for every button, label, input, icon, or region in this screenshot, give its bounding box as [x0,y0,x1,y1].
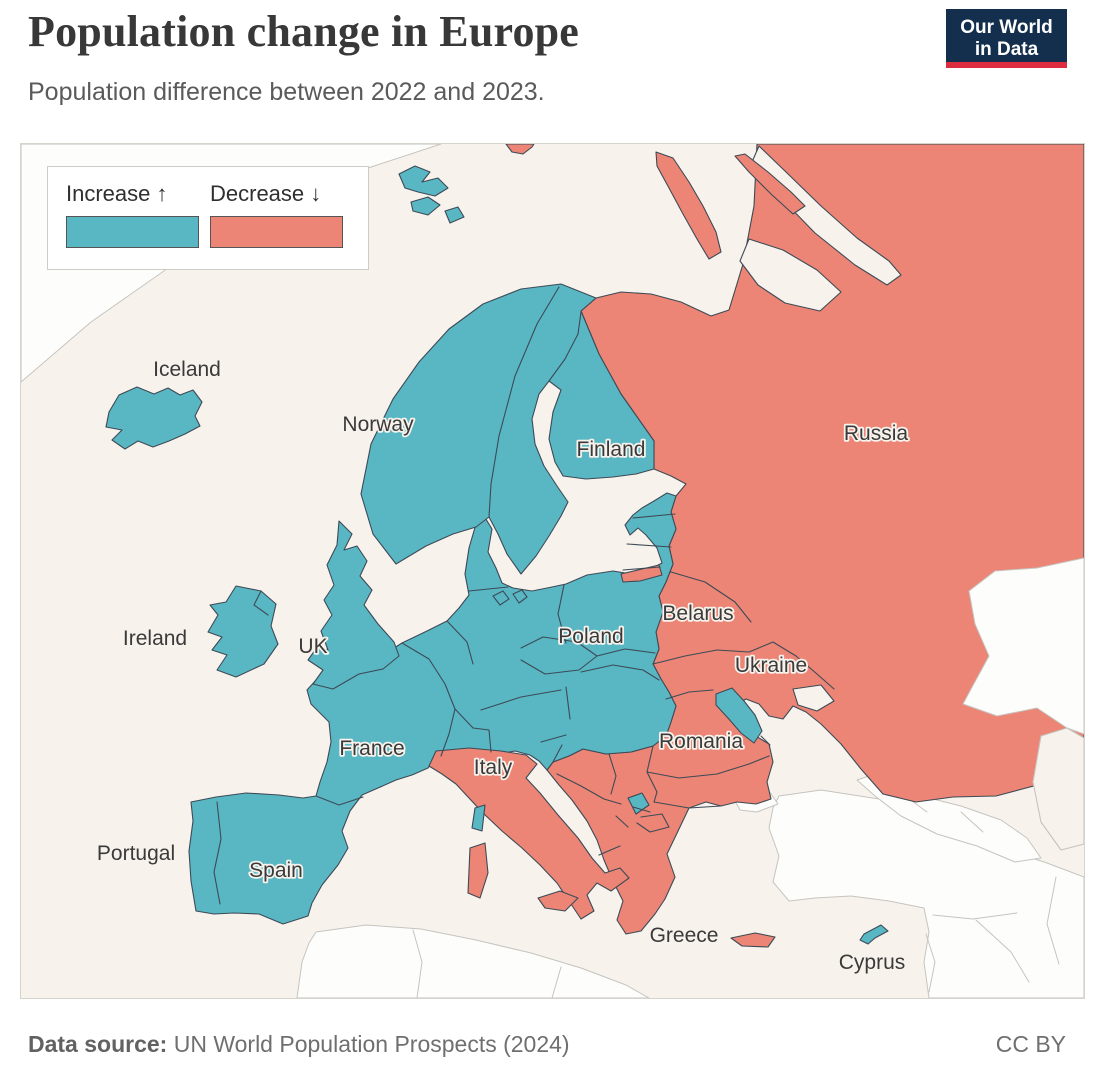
sea-of-azov [792,684,835,712]
white-sea-basin [739,238,842,312]
country-moldova[interactable] [715,687,763,744]
country-label-cyprus: Cyprus [839,951,906,974]
page-subtitle: Population difference between 2022 and 2… [28,78,545,106]
country-united-kingdom[interactable] [307,520,400,690]
island-corsica[interactable] [471,804,486,832]
legend-decrease-label: Decrease ↓ [210,181,322,206]
data-source-label: Data source: [28,1031,168,1057]
internal-borders-west [213,286,676,905]
country-label-italy: Italy [474,756,513,779]
caspian-sea [1032,727,1084,851]
legend-increase-swatch [66,216,199,248]
island-crete[interactable] [730,932,776,948]
country-iceland[interactable] [105,386,203,450]
country-label-finland: Finland [577,438,646,461]
denmark-islands[interactable] [492,589,528,606]
country-label-belarus: Belarus [662,602,733,625]
country-label-iceland: Iceland [153,358,221,381]
arrow-down-icon: ↓ [310,181,322,206]
owid-logo[interactable]: Our World in Data [946,9,1067,68]
island-novaya-zemlya-north[interactable] [734,153,806,215]
country-cyprus[interactable] [859,924,889,945]
country-label-ukraine: Ukraine [735,654,807,677]
country-label-russia: Russia [844,422,909,445]
country-montenegro[interactable] [627,792,650,815]
island-sicily[interactable] [537,890,579,912]
region-north-africa[interactable] [296,924,650,998]
internal-borders-east [556,571,835,856]
data-source-value: UN World Population Prospects (2024) [167,1031,570,1057]
country-label-poland: Poland [558,625,623,648]
island-novaya-zemlya-south[interactable] [655,151,722,260]
country-label-portugal: Portugal [97,842,175,865]
country-label-romania: Romania [659,730,743,753]
map-legend: Increase ↑ Decrease ↓ [47,166,369,270]
country-ireland[interactable] [207,585,279,678]
legend-decrease-swatch [210,216,343,248]
owid-logo-stripe [946,62,1067,68]
arrow-up-icon: ↑ [156,181,168,206]
mideast-borders [925,876,1060,993]
footer: Data source: UN World Population Prospec… [28,1031,1066,1058]
legend-item-increase: Increase ↑ [66,181,199,269]
country-label-ireland: Ireland [123,627,187,650]
license-link[interactable]: CC BY [995,1031,1066,1057]
country-label-spain: Spain [249,859,303,882]
island-franz-josef[interactable] [505,144,535,155]
country-labels: Iceland Norway Finland Russia Ireland UK Polan… [95,356,910,976]
owid-logo-line1: Our World [960,17,1053,38]
region-scandinavia[interactable] [360,283,655,575]
country-label-france: France [339,737,404,760]
country-label-greece: Greece [650,924,719,947]
island-svalbard[interactable] [398,165,465,224]
owid-logo-line2: in Data [974,39,1039,61]
legend-increase-label: Increase ↑ [66,181,168,206]
legend-item-decrease: Decrease ↓ [210,181,343,269]
country-label-uk: UK [298,635,327,658]
europe-map: Iceland Norway Finland Russia Ireland UK Polan… [20,143,1085,999]
data-source: Data source: UN World Population Prospec… [28,1031,570,1058]
map-canvas: Iceland Norway Finland Russia Ireland UK Polan… [21,144,1084,998]
africa-borders [412,929,562,998]
country-label-norway: Norway [342,413,414,436]
page-title: Population change in Europe [28,7,580,56]
island-sardinia[interactable] [467,842,489,899]
